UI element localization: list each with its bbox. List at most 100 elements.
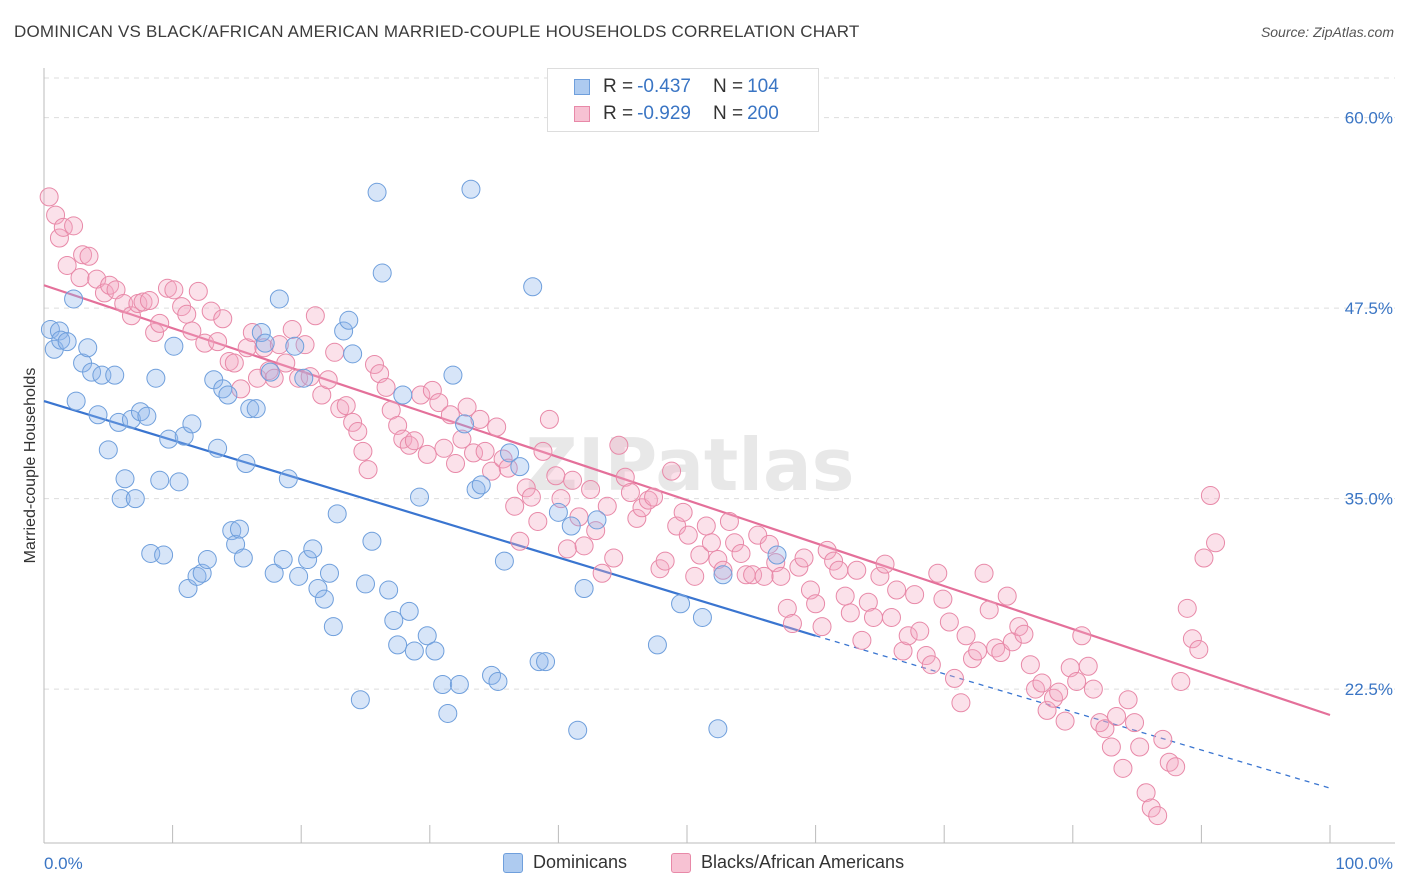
point-dominicans: [449, 675, 469, 695]
point-black-african-american: [73, 245, 93, 265]
point-black-african-american: [446, 454, 466, 474]
point-dominicans: [298, 550, 318, 570]
chart-title: DOMINICAN VS BLACK/AFRICAN AMERICAN MARR…: [14, 22, 860, 41]
point-black-african-american: [1049, 682, 1069, 702]
point-dominicans: [213, 379, 233, 399]
point-dominicans: [164, 336, 184, 356]
point-black-african-american: [1136, 783, 1156, 803]
point-dominicans: [767, 545, 787, 565]
point-black-african-american: [696, 516, 716, 536]
legend-r-label: R =: [603, 76, 634, 97]
point-black-african-american: [150, 313, 170, 333]
point-dominicans: [278, 469, 298, 489]
point-black-african-american: [182, 321, 202, 341]
point-black-african-american: [1083, 679, 1103, 699]
point-dominicans: [417, 626, 437, 646]
axes: [43, 68, 1395, 844]
point-black-african-american: [1032, 673, 1052, 693]
point-dominicans: [137, 406, 157, 426]
point-black-african-american: [1037, 700, 1057, 720]
point-black-african-american: [1095, 719, 1115, 739]
point-black-african-american: [1200, 486, 1220, 506]
point-black-african-american: [754, 566, 774, 586]
point-black-african-american: [46, 205, 66, 225]
point-black-african-american: [282, 319, 302, 339]
point-black-african-american: [557, 539, 577, 559]
point-black-african-american: [452, 429, 472, 449]
legend-row-black-african-american: R = -0.929 N = 200: [574, 102, 779, 126]
point-black-african-american: [1125, 713, 1145, 733]
point-black-african-american: [269, 335, 289, 355]
point-black-african-american: [835, 586, 855, 606]
point-dominicans: [115, 469, 135, 489]
point-dominicans: [388, 635, 408, 655]
point-black-african-american: [482, 461, 502, 481]
point-dominicans: [218, 385, 238, 405]
legend-item-black-african-american[interactable]: Blacks/African Americans: [671, 852, 904, 873]
point-black-african-american: [794, 548, 814, 568]
point-black-african-american: [1078, 656, 1098, 676]
point-dominicans: [323, 617, 343, 637]
point-dominicans: [174, 426, 194, 446]
point-black-african-american: [1020, 655, 1040, 675]
legend-n-value: 104: [747, 76, 779, 97]
point-dominicans: [536, 652, 556, 672]
point-dominicans: [494, 551, 514, 571]
point-black-african-american: [777, 598, 797, 618]
point-black-african-american: [731, 543, 751, 563]
trend-line-dominicans: [43, 400, 816, 637]
point-black-african-american: [829, 560, 849, 580]
point-black-african-american: [609, 435, 629, 455]
point-black-african-american: [759, 534, 779, 554]
legend-item-dominicans[interactable]: Dominicans: [503, 852, 627, 873]
point-black-african-american: [305, 306, 325, 326]
point-black-african-american: [812, 617, 832, 637]
point-dominicans: [356, 574, 375, 594]
point-black-african-american: [944, 668, 964, 688]
point-dominicans: [98, 440, 118, 460]
point-dominicans: [443, 365, 463, 385]
point-black-african-american: [318, 370, 338, 390]
point-dominicans: [66, 391, 86, 411]
point-dominicans: [425, 641, 445, 661]
watermark-text: ZIPatlas: [526, 423, 855, 507]
point-black-african-american: [521, 487, 541, 507]
point-dominicans: [314, 589, 334, 609]
legend-label-dominicans: Dominicans: [533, 852, 628, 872]
data-points: [39, 179, 1226, 826]
point-black-african-american: [789, 557, 809, 577]
point-dominicans: [197, 550, 217, 570]
legend-swatch-dominicans: [503, 852, 523, 873]
point-black-african-american: [678, 525, 698, 545]
point-black-african-american: [974, 563, 994, 583]
point-dominicans: [379, 580, 399, 600]
point-dominicans: [529, 652, 549, 672]
point-black-african-american: [898, 626, 918, 646]
legend-n-label: N =: [712, 103, 744, 124]
point-black-african-american: [516, 478, 536, 498]
point-black-african-american: [358, 460, 378, 480]
point-black-african-american: [928, 563, 948, 583]
point-black-african-american: [921, 655, 941, 675]
point-black-african-american: [70, 268, 90, 288]
point-black-african-american: [300, 367, 320, 387]
legend-r-value: -0.437: [637, 76, 691, 97]
point-dominicans: [255, 333, 275, 353]
point-black-african-american: [1141, 798, 1161, 818]
point-black-african-american: [1107, 707, 1127, 727]
point-dominicans: [410, 487, 430, 507]
point-black-african-american: [863, 607, 883, 627]
point-black-african-american: [1148, 806, 1168, 826]
point-black-african-american: [604, 548, 624, 568]
point-black-african-american: [208, 332, 228, 352]
point-dominicans: [523, 277, 543, 297]
legend-r-label: R =: [603, 103, 634, 124]
point-dominicans: [146, 368, 166, 388]
point-black-african-american: [177, 304, 197, 324]
point-black-african-american: [237, 338, 257, 358]
point-black-african-american: [817, 540, 837, 560]
point-dominicans: [233, 548, 253, 568]
point-black-african-american: [139, 290, 159, 310]
point-black-african-american: [581, 479, 601, 499]
legend-row-dominicans: R = -0.437 N = 104: [574, 75, 779, 99]
